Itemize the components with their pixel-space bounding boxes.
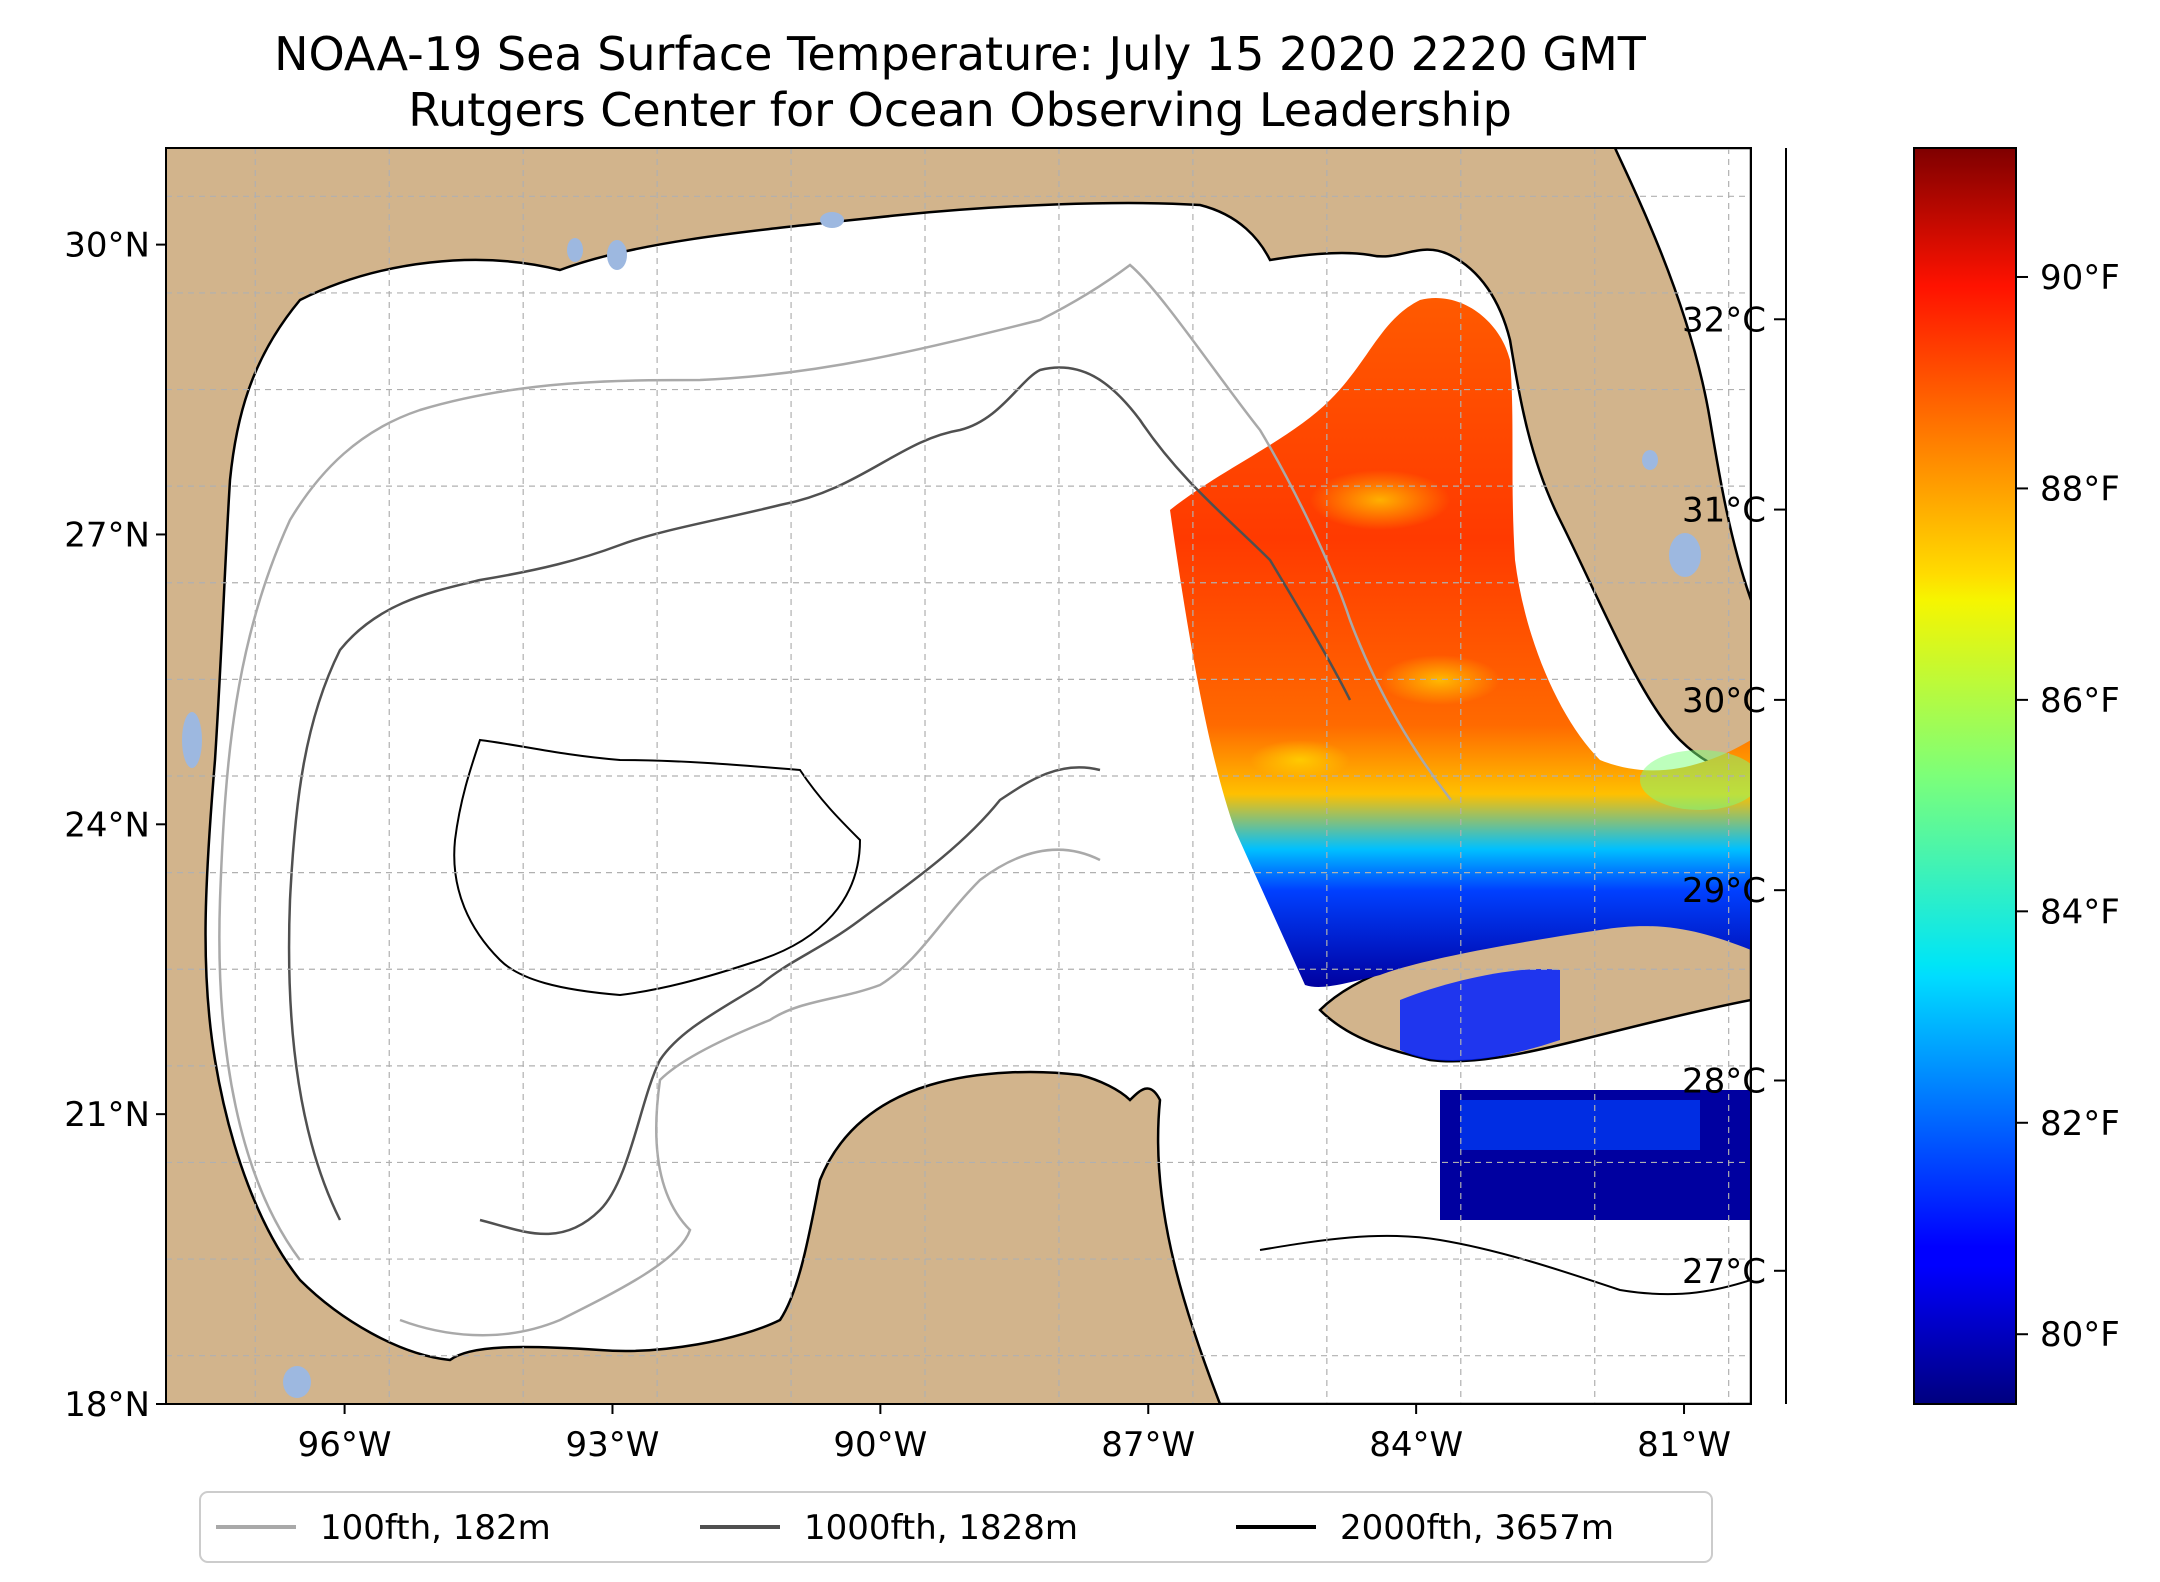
lat-tick-label: 24°N xyxy=(64,805,150,845)
contour-1000fth xyxy=(287,366,1352,1236)
lon-tick-label: 87°W xyxy=(1101,1425,1195,1465)
legend-box xyxy=(199,1491,1713,1563)
fahrenheit-tick-label: 86°F xyxy=(2040,681,2120,721)
atlantic-water xyxy=(1613,148,1751,601)
celsius-tick-label: 31°C xyxy=(1682,491,1766,531)
lon-tick-label: 90°W xyxy=(833,1425,927,1465)
legend: 100fth, 182m 1000fth, 1828m 2000fth, 3657m xyxy=(199,1491,1713,1563)
graticule xyxy=(166,148,1751,1404)
map-title: NOAA-19 Sea Surface Temperature: July 15… xyxy=(274,27,1646,81)
lat-tick-label: 21°N xyxy=(64,1095,150,1135)
lon-tick-label: 93°W xyxy=(566,1425,660,1465)
lat-tick-labels: 30°N 27°N 24°N 21°N 18°N xyxy=(64,226,166,1425)
lakes xyxy=(182,212,1701,1398)
map-subtitle: Rutgers Center for Ocean Observing Leade… xyxy=(408,83,1512,137)
celsius-tick-label: 30°C xyxy=(1682,681,1766,721)
legend-label: 2000fth, 3657m xyxy=(1340,1508,1614,1548)
lon-tick-labels: 96°W 93°W 90°W 87°W 84°W 81°W xyxy=(298,1404,1731,1465)
fahrenheit-tick-label: 80°F xyxy=(2040,1315,2120,1355)
lon-tick-label: 81°W xyxy=(1637,1425,1731,1465)
celsius-tick-label: 27°C xyxy=(1682,1252,1766,1292)
fahrenheit-tick-label: 90°F xyxy=(2040,258,2120,298)
fahrenheit-tick-label: 84°F xyxy=(2040,892,2120,932)
legend-label: 1000fth, 1828m xyxy=(804,1508,1078,1548)
celsius-tick-label: 28°C xyxy=(1682,1061,1766,1101)
lat-tick-label: 18°N xyxy=(64,1385,150,1425)
contour-100fth xyxy=(218,263,1452,1337)
celsius-tick-label: 29°C xyxy=(1682,871,1766,911)
depth-contours xyxy=(218,263,1751,1337)
colorbar-fahrenheit-ticks: 80°F 82°F 84°F 86°F 88°F 90°F xyxy=(2016,258,2120,1355)
celsius-tick-label: 32°C xyxy=(1682,300,1766,340)
fahrenheit-tick-label: 88°F xyxy=(2040,469,2120,509)
sst-swath xyxy=(1170,298,1751,1220)
colorbar-celsius-ticks: 27°C 28°C 29°C 30°C 31°C 32°C xyxy=(1682,148,1787,1404)
lat-tick-label: 30°N xyxy=(64,226,150,266)
colorbar xyxy=(1913,147,2017,1405)
legend-label: 100fth, 182m xyxy=(320,1508,551,1548)
lat-tick-label: 27°N xyxy=(64,515,150,555)
lon-tick-label: 96°W xyxy=(298,1425,392,1465)
contour-2000fth xyxy=(453,738,862,997)
fahrenheit-tick-label: 82°F xyxy=(2040,1104,2120,1144)
map-area[interactable] xyxy=(166,148,1760,1404)
map-frame xyxy=(165,147,1752,1405)
lon-tick-label: 84°W xyxy=(1369,1425,1463,1465)
